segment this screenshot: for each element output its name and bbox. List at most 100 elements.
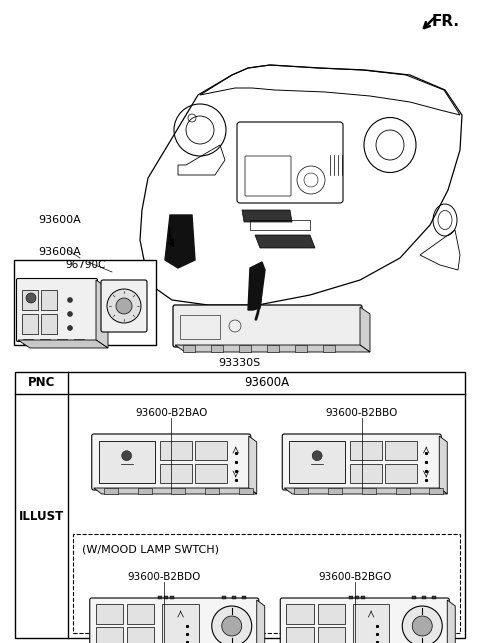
Circle shape <box>116 298 132 314</box>
FancyBboxPatch shape <box>280 598 449 643</box>
Polygon shape <box>360 307 370 352</box>
FancyBboxPatch shape <box>282 434 441 490</box>
Bar <box>232 596 236 599</box>
Bar <box>158 596 162 599</box>
Polygon shape <box>257 600 265 643</box>
Circle shape <box>68 298 72 302</box>
Bar <box>353 604 389 643</box>
Bar <box>195 464 227 483</box>
Bar <box>318 604 345 624</box>
Bar <box>350 441 382 460</box>
Bar <box>99 441 155 483</box>
Bar <box>22 290 38 310</box>
Circle shape <box>121 451 132 460</box>
Text: ILLUST: ILLUST <box>19 509 64 523</box>
Circle shape <box>107 289 141 323</box>
Polygon shape <box>165 215 195 268</box>
Bar <box>355 596 359 599</box>
Bar <box>14 260 156 345</box>
Bar <box>73 534 460 633</box>
Bar <box>15 372 465 638</box>
Bar <box>162 604 199 643</box>
Bar <box>165 596 168 599</box>
Bar <box>205 488 219 494</box>
Bar <box>41 290 57 310</box>
Polygon shape <box>248 262 265 310</box>
Bar <box>41 314 57 334</box>
Bar <box>267 345 279 352</box>
Text: 93600A: 93600A <box>244 377 289 390</box>
Bar <box>22 314 38 334</box>
Bar <box>286 627 313 643</box>
Bar <box>432 596 436 599</box>
Bar <box>362 488 376 494</box>
Bar <box>137 488 152 494</box>
Bar <box>318 627 345 643</box>
Text: 93600A: 93600A <box>38 215 81 225</box>
Text: 93600-B2BBO: 93600-B2BBO <box>325 408 398 418</box>
Bar <box>349 596 353 599</box>
Bar <box>289 441 345 483</box>
Bar <box>239 488 253 494</box>
Bar <box>350 464 382 483</box>
Polygon shape <box>242 210 292 222</box>
Text: 93600-B2BGO: 93600-B2BGO <box>318 572 391 582</box>
Text: 93600A: 93600A <box>38 247 81 257</box>
Bar <box>127 604 155 624</box>
Circle shape <box>68 311 72 316</box>
Bar <box>159 464 192 483</box>
Bar <box>170 596 174 599</box>
Polygon shape <box>249 436 257 494</box>
FancyBboxPatch shape <box>173 305 362 347</box>
Polygon shape <box>439 436 447 494</box>
Bar <box>40 339 50 344</box>
Circle shape <box>222 616 242 636</box>
FancyBboxPatch shape <box>16 278 97 341</box>
FancyBboxPatch shape <box>92 434 251 490</box>
Bar <box>180 315 220 339</box>
Bar <box>328 488 342 494</box>
Bar <box>385 464 417 483</box>
Text: 96790C: 96790C <box>65 260 106 270</box>
Bar <box>361 596 365 599</box>
Circle shape <box>412 616 432 636</box>
Text: 93600-B2BAO: 93600-B2BAO <box>135 408 207 418</box>
Bar <box>323 345 335 352</box>
Circle shape <box>312 451 322 460</box>
Circle shape <box>68 325 72 331</box>
Bar <box>23 339 33 344</box>
Bar <box>412 596 416 599</box>
Bar <box>96 604 123 624</box>
Circle shape <box>26 293 36 303</box>
Polygon shape <box>94 488 257 494</box>
Bar <box>429 488 443 494</box>
Text: 93330S: 93330S <box>218 358 260 368</box>
Bar <box>159 441 192 460</box>
Bar <box>195 441 227 460</box>
Bar <box>171 488 185 494</box>
Polygon shape <box>18 340 108 348</box>
Circle shape <box>402 606 442 643</box>
Polygon shape <box>255 235 315 248</box>
Bar <box>104 488 118 494</box>
Text: (W/MOOD LAMP SWTCH): (W/MOOD LAMP SWTCH) <box>82 545 219 555</box>
Bar <box>96 627 123 643</box>
Bar <box>74 339 84 344</box>
Bar <box>250 220 310 230</box>
Bar <box>396 488 409 494</box>
Bar <box>294 488 308 494</box>
Polygon shape <box>284 488 447 494</box>
Text: 93600-B2BDO: 93600-B2BDO <box>128 572 201 582</box>
Bar <box>385 441 417 460</box>
Bar <box>183 345 195 352</box>
Bar <box>286 604 313 624</box>
Bar <box>127 627 155 643</box>
Text: FR.: FR. <box>432 14 460 29</box>
Polygon shape <box>447 600 455 643</box>
Bar <box>242 596 246 599</box>
Bar <box>57 339 67 344</box>
Bar <box>422 596 426 599</box>
Polygon shape <box>96 280 108 348</box>
Bar <box>222 596 226 599</box>
FancyBboxPatch shape <box>90 598 259 643</box>
